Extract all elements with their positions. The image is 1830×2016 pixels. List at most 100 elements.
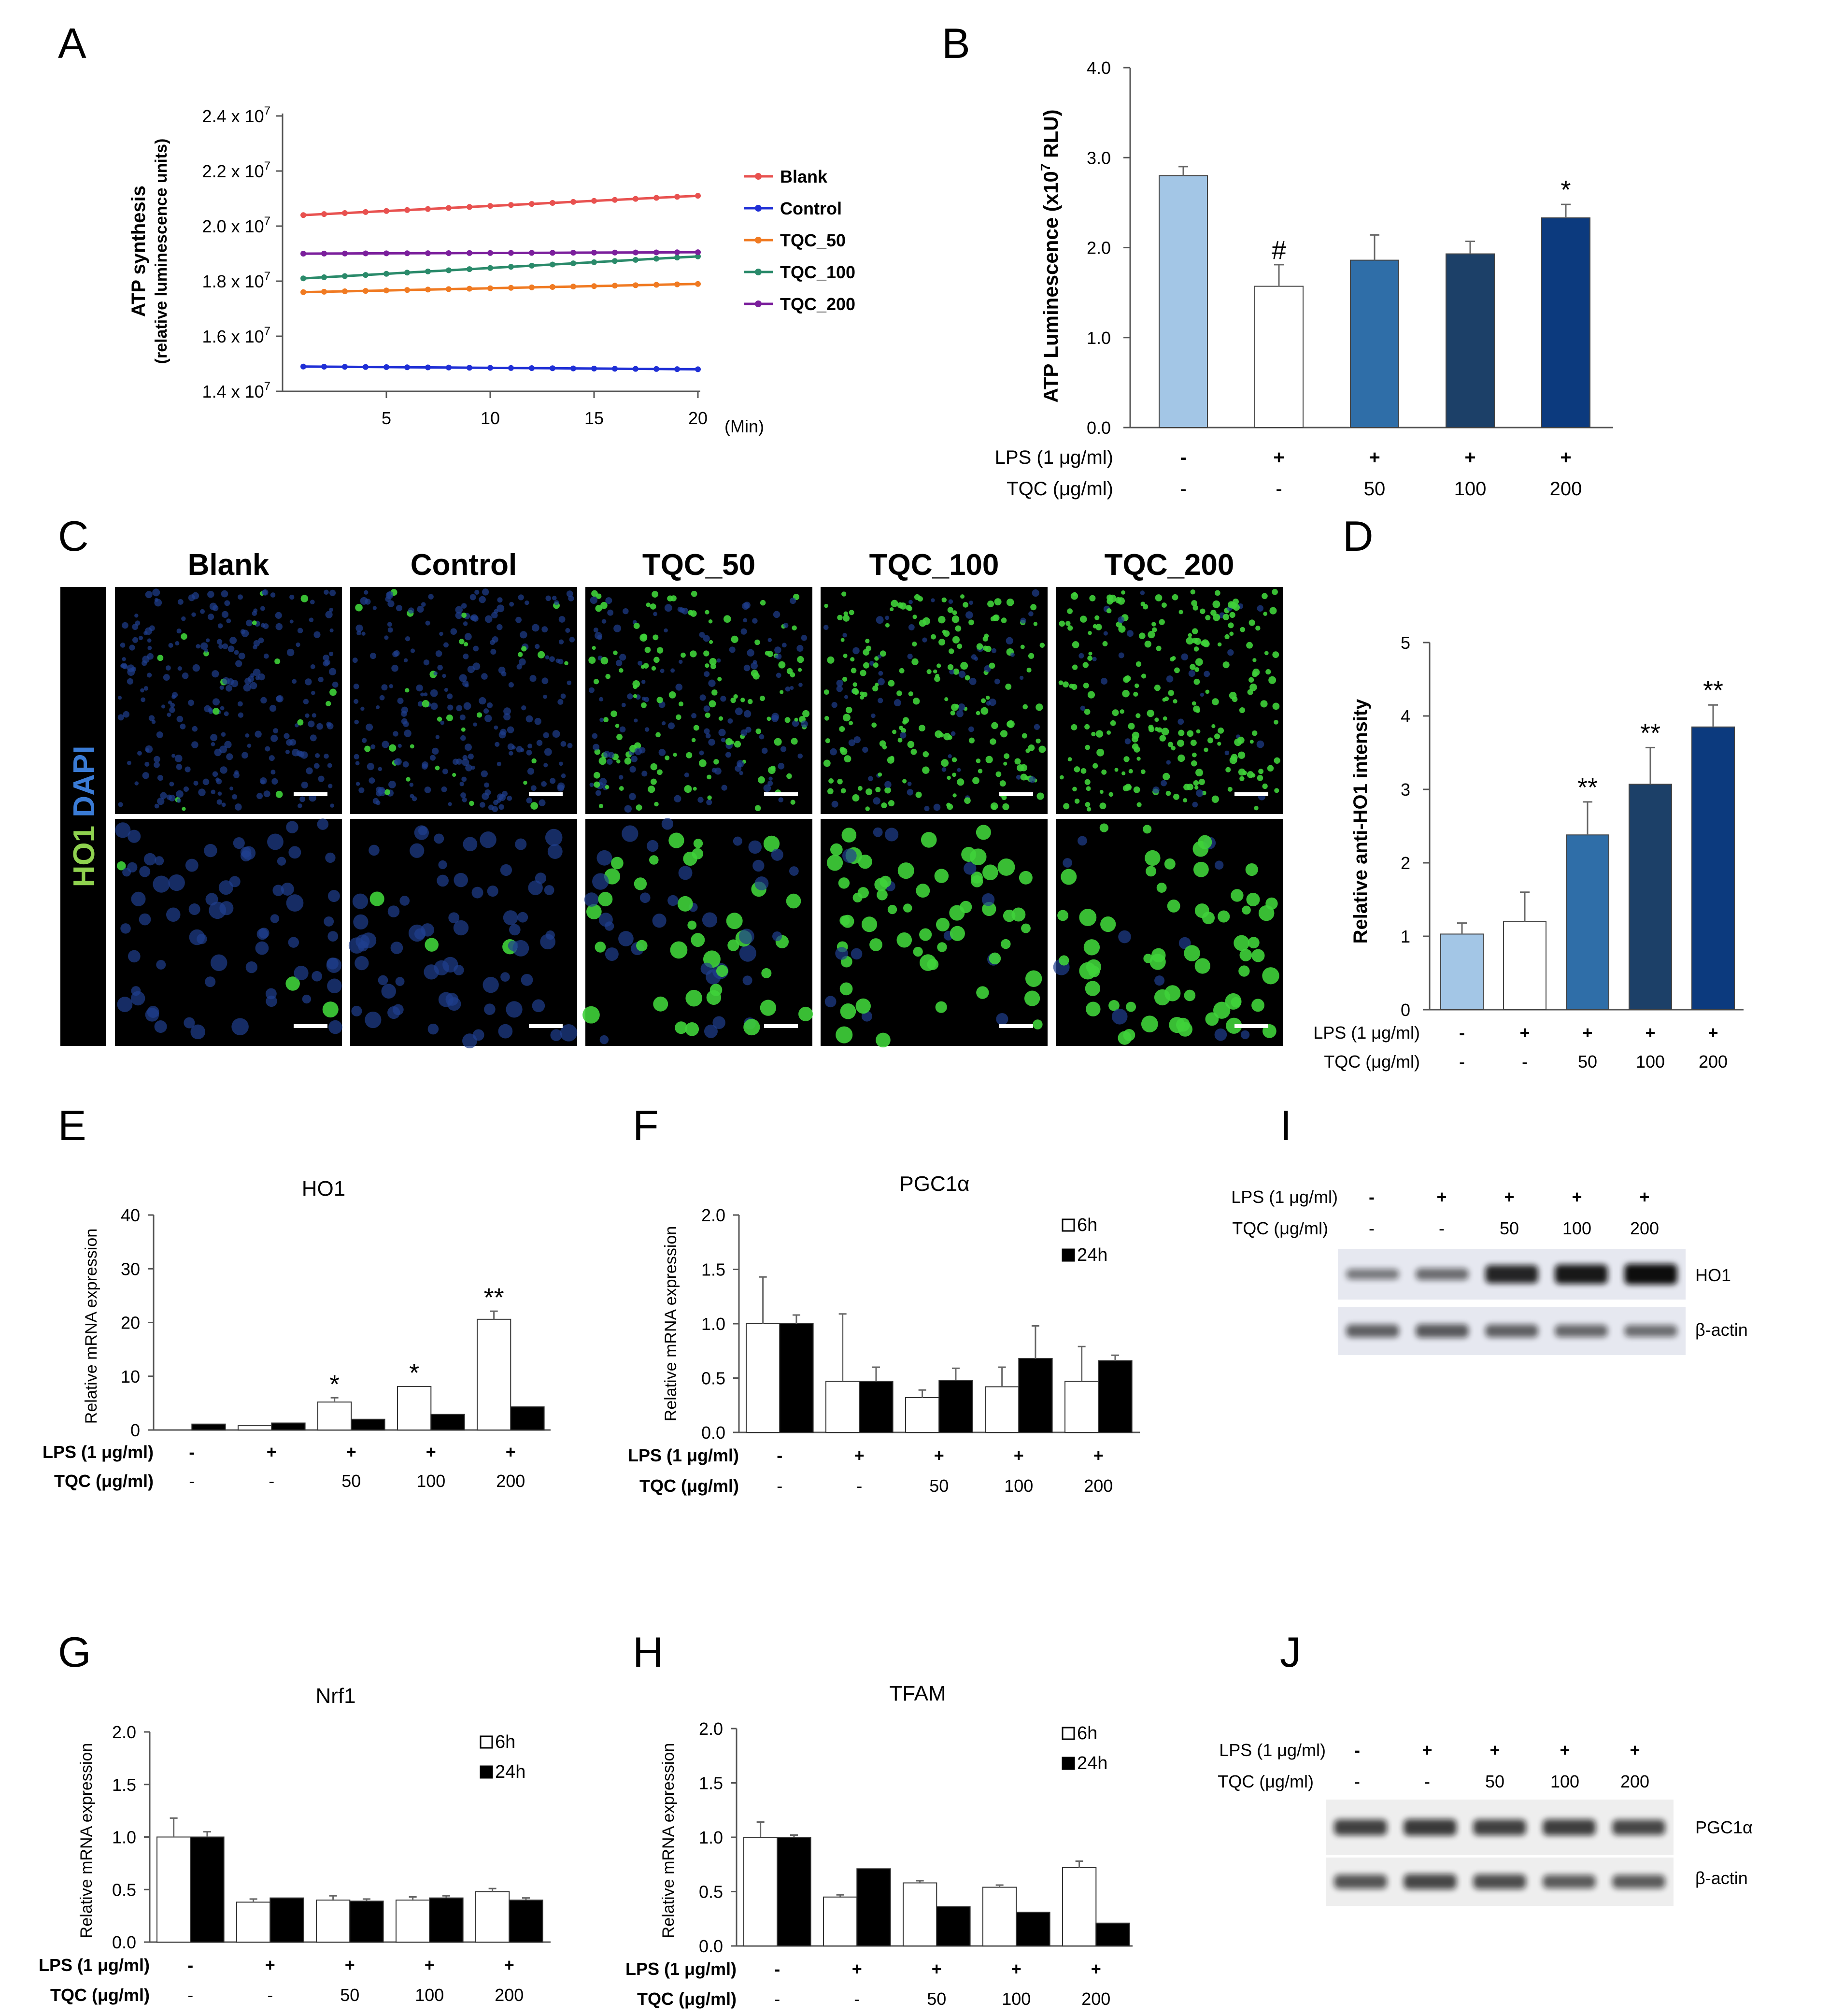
panel-c-cell-dapi bbox=[706, 799, 712, 805]
panel-c-cell-ho1 bbox=[425, 938, 439, 952]
panel-c-cell-dapi bbox=[1188, 670, 1195, 677]
panel-c-cell-ho1 bbox=[826, 855, 843, 871]
panel-d-tqc-value: 200 bbox=[1699, 1052, 1728, 1072]
panel-f-lps-value: + bbox=[854, 1445, 865, 1465]
panel-c-cell-ho1 bbox=[1036, 792, 1044, 800]
panel-c-cell-dapi bbox=[176, 798, 182, 803]
panel-c-image-tile bbox=[585, 587, 812, 814]
panel-c-cell-dapi bbox=[778, 762, 785, 770]
panel-c-cell-dapi bbox=[989, 699, 996, 706]
panel-c-cell-ho1 bbox=[1186, 637, 1194, 645]
panel-c-cell-dapi bbox=[190, 1024, 205, 1040]
panel-c-cell-ho1 bbox=[1088, 651, 1092, 656]
panel-a-ytick-label: 1.6 x 107 bbox=[202, 325, 270, 346]
panel-c-cell-dapi bbox=[376, 786, 382, 793]
panel-c-cell-dapi bbox=[497, 793, 504, 800]
panel-c-image-tile bbox=[821, 587, 1048, 814]
panel-c-cell-ho1 bbox=[1165, 790, 1171, 796]
panel-e-bar-6h bbox=[238, 1425, 272, 1431]
panel-c-cell-ho1 bbox=[655, 732, 661, 738]
panel-c-cell-ho1 bbox=[947, 775, 951, 780]
panel-c-cell-dapi bbox=[127, 678, 134, 685]
panel-c-cell-ho1 bbox=[931, 634, 936, 640]
panel-e-lps-label: LPS (1 μg/ml) bbox=[43, 1442, 154, 1462]
panel-c-cell-dapi bbox=[118, 802, 123, 807]
panel-j-tqc-value: - bbox=[1354, 1772, 1360, 1791]
panel-c-cell-dapi bbox=[177, 666, 182, 671]
panel-c-cell-ho1 bbox=[950, 710, 955, 715]
panel-c-cell-ho1 bbox=[610, 710, 617, 717]
panel-c-cell-ho1 bbox=[982, 636, 989, 642]
panel-c-cell-dapi bbox=[132, 624, 139, 630]
panel-c-cell-ho1 bbox=[852, 794, 860, 802]
panel-c-cell-dapi bbox=[797, 753, 803, 759]
panel-c-cell-dapi bbox=[704, 1024, 718, 1038]
panel-c-cell-ho1 bbox=[1033, 622, 1038, 626]
panel-c-cell-ho1 bbox=[1229, 612, 1235, 618]
panel-j-tqc-value: 100 bbox=[1550, 1772, 1579, 1791]
panel-c-cell-dapi bbox=[1006, 637, 1013, 644]
panel-a-series-point bbox=[695, 281, 701, 287]
panel-a-series-point bbox=[300, 212, 306, 218]
panel-a-ytick-exponent: 7 bbox=[264, 214, 270, 228]
panel-c-cell-dapi bbox=[138, 635, 143, 641]
panel-c-cell-dapi bbox=[211, 742, 215, 746]
panel-c-cell-ho1 bbox=[653, 996, 668, 1012]
panel-c-cell-dapi bbox=[454, 965, 464, 975]
panel-c-cell-dapi bbox=[704, 728, 710, 734]
panel-c-cell-ho1 bbox=[1084, 709, 1091, 715]
panel-c-cell-dapi bbox=[234, 650, 239, 655]
panel-c-cell-ho1 bbox=[995, 771, 1002, 777]
panel-c-cell-ho1 bbox=[1014, 758, 1021, 765]
panel-e-lps-value: + bbox=[267, 1442, 277, 1462]
panel-c-cell-ho1 bbox=[1135, 713, 1141, 718]
panel-c-cell-dapi bbox=[241, 629, 249, 637]
panel-c-side-label-dapi: DAPI bbox=[68, 746, 101, 817]
panel-c-cell-dapi bbox=[450, 628, 457, 635]
panel-a-series-point bbox=[508, 264, 514, 270]
panel-f-ytick-label: 0.0 bbox=[701, 1423, 725, 1443]
panel-e-lps-value: + bbox=[506, 1442, 516, 1462]
panel-c-cell-ho1 bbox=[877, 889, 888, 901]
panel-c-cell-dapi bbox=[544, 885, 554, 895]
panel-c-cell-dapi bbox=[557, 699, 564, 705]
panel-c-cell-ho1 bbox=[888, 800, 894, 807]
panel-c-cell-dapi bbox=[127, 664, 135, 672]
panel-c-cell-ho1 bbox=[1020, 644, 1025, 649]
panel-c-cell-dapi bbox=[324, 753, 329, 759]
panel-c-cell-ho1 bbox=[999, 780, 1006, 787]
panel-c-cell-dapi bbox=[596, 850, 612, 866]
panel-c-cell-ho1 bbox=[952, 610, 957, 615]
panel-d-lps-value: + bbox=[1582, 1023, 1592, 1043]
panel-c-cell-dapi bbox=[462, 758, 469, 766]
panel-c-cell-dapi bbox=[525, 600, 529, 605]
panel-a-series-point bbox=[653, 249, 659, 256]
panel-c-cell-ho1 bbox=[865, 639, 870, 643]
panel-c-cell-ho1 bbox=[969, 848, 987, 866]
panel-d-ytick-label: 5 bbox=[1401, 633, 1410, 653]
panel-c-cell-dapi bbox=[420, 692, 425, 697]
panel-c-cell-ho1 bbox=[1154, 727, 1159, 731]
panel-a-series-point bbox=[404, 270, 410, 276]
panel-h-tqc-value: - bbox=[854, 1989, 860, 2009]
panel-f-lps-value: + bbox=[934, 1445, 944, 1465]
panel-c-cell-dapi bbox=[192, 664, 200, 672]
panel-c-cell-ho1 bbox=[790, 800, 795, 805]
panel-c-cell-ho1 bbox=[760, 1000, 777, 1016]
panel-c-cell-dapi bbox=[430, 689, 438, 697]
panel-c-cell-ho1 bbox=[1026, 667, 1032, 673]
panel-c-cell-ho1 bbox=[521, 646, 527, 652]
panel-h-bar-24h bbox=[1095, 1922, 1130, 1946]
panel-c-cell-dapi bbox=[482, 792, 489, 800]
panel-c-cell-ho1 bbox=[897, 738, 903, 743]
panel-c-cell-ho1 bbox=[1255, 625, 1261, 631]
panel-c-cell-dapi bbox=[327, 784, 333, 788]
panel-c-cell-ho1 bbox=[887, 904, 897, 915]
panel-c-cell-ho1 bbox=[586, 904, 602, 919]
panel-h-bar-24h bbox=[856, 1868, 891, 1946]
panel-c-cell-ho1 bbox=[1212, 698, 1219, 705]
panel-c-cell-dapi bbox=[670, 668, 675, 673]
panel-c-cell-dapi bbox=[255, 941, 269, 955]
panel-c-cell-dapi bbox=[974, 657, 979, 661]
panel-c-cell-ho1 bbox=[902, 719, 908, 725]
